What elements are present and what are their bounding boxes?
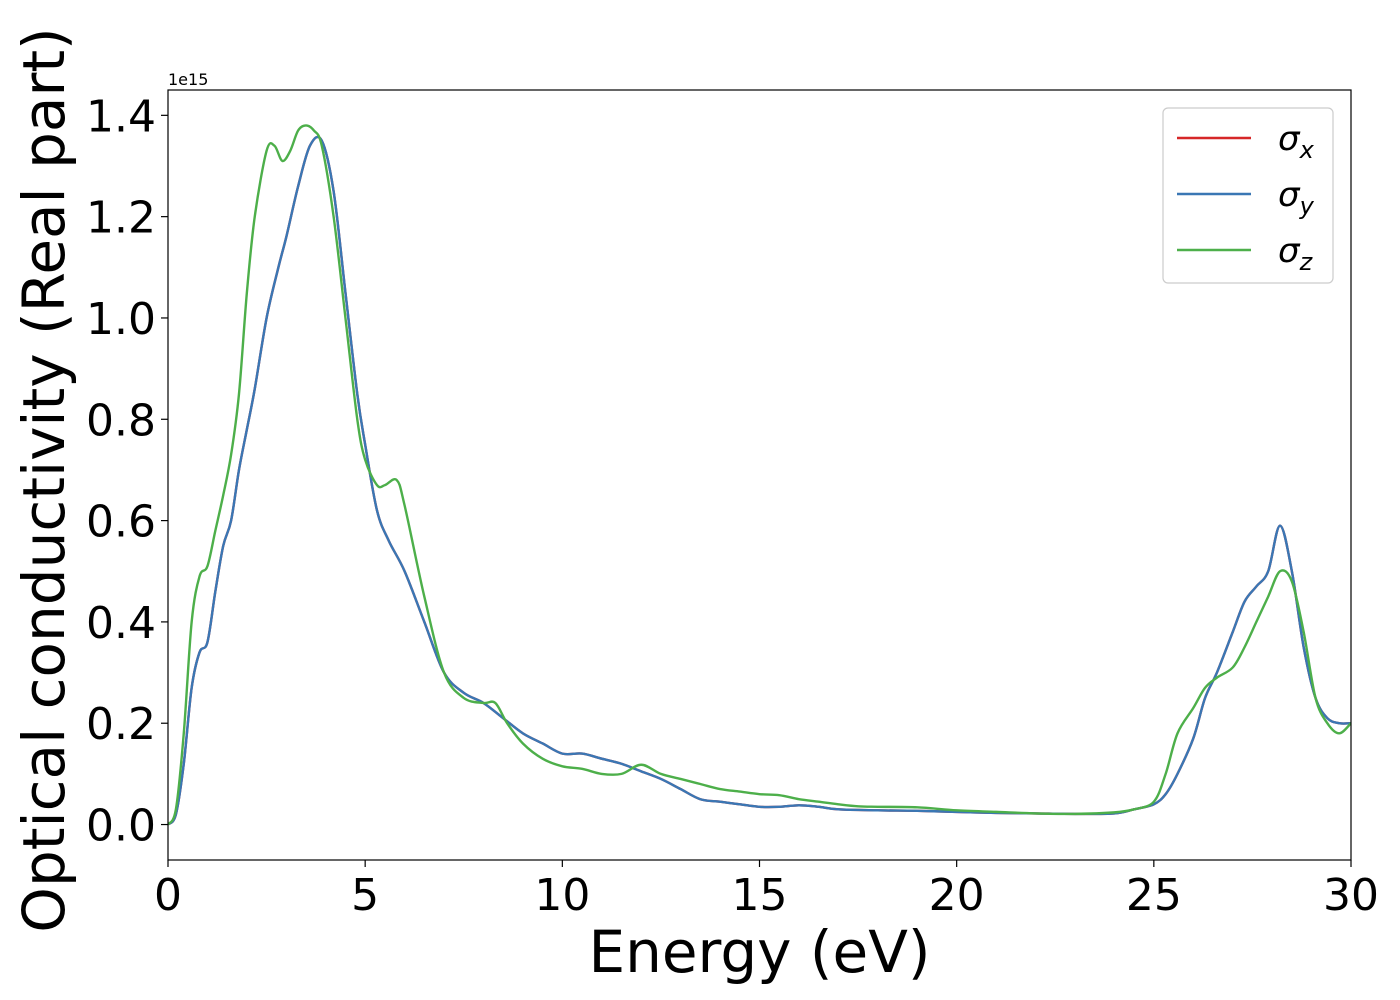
x-tick-label: 15 [732, 870, 788, 921]
x-axis-label: Energy (eV) [588, 918, 930, 986]
legend-box [1162, 107, 1334, 284]
y-tick-label: 0.0 [86, 801, 156, 852]
series-line-2 [168, 124, 1351, 826]
x-tick-label: 5 [351, 870, 379, 921]
y-tick-label: 0.4 [86, 598, 156, 649]
y-tick-label: 1.2 [86, 193, 156, 244]
y-tick-label: 1.4 [86, 91, 156, 142]
legend-label: σz [1278, 231, 1314, 276]
y-tick-label: 0.8 [86, 395, 156, 446]
legend-label: σy [1278, 175, 1315, 220]
y-tick-label: 1.0 [86, 294, 156, 345]
x-tick-label: 10 [534, 870, 590, 921]
y-scale-exponent: 1e15 [168, 70, 208, 89]
x-tick-label: 0 [154, 870, 182, 921]
y-tick-label: 0.2 [86, 699, 156, 750]
y-axis: 0.0 0.2 0.4 0.6 0.8 1.0 1.2 1.4 [86, 91, 168, 852]
y-axis-label: Optical conductivity (Real part) [10, 27, 78, 932]
legend-label: σx [1278, 119, 1315, 164]
x-tick-label: 20 [929, 870, 985, 921]
y-tick-label: 0.6 [86, 497, 156, 548]
x-tick-label: 25 [1126, 870, 1182, 921]
x-axis: 0 5 10 15 20 25 30 [154, 860, 1379, 921]
x-tick-label: 30 [1323, 870, 1379, 921]
series-layer [168, 124, 1351, 826]
legend: σx σy σz [1162, 107, 1334, 284]
series-line-1 [168, 135, 1351, 826]
